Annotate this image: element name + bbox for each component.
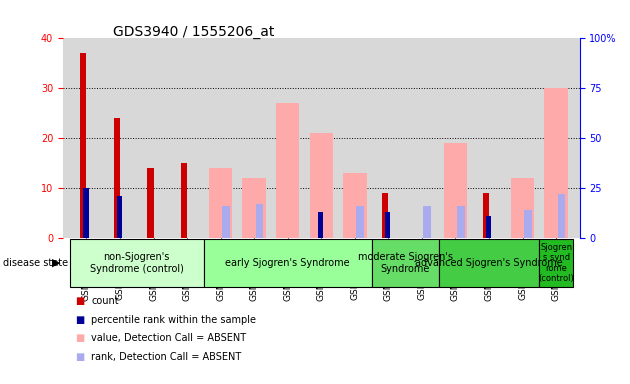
Text: ▶: ▶ <box>52 258 60 268</box>
Text: disease state: disease state <box>3 258 68 268</box>
FancyBboxPatch shape <box>438 239 539 287</box>
Text: moderate Sjogren's
Syndrome: moderate Sjogren's Syndrome <box>358 252 453 274</box>
Bar <box>486 216 491 238</box>
Bar <box>309 133 333 238</box>
Text: non-Sjogren's
Syndrome (control): non-Sjogren's Syndrome (control) <box>90 252 184 274</box>
Bar <box>113 118 120 238</box>
Text: value, Detection Call = ABSENT: value, Detection Call = ABSENT <box>91 333 246 343</box>
Bar <box>444 143 467 238</box>
Bar <box>209 168 232 238</box>
Bar <box>382 193 388 238</box>
Text: count: count <box>91 296 119 306</box>
Text: advanced Sjogren's Syndrome: advanced Sjogren's Syndrome <box>415 258 563 268</box>
Text: early Sjogren's Syndrome: early Sjogren's Syndrome <box>226 258 350 268</box>
FancyBboxPatch shape <box>70 239 204 287</box>
Text: GDS3940 / 1555206_at: GDS3940 / 1555206_at <box>113 25 275 39</box>
Bar <box>181 163 187 238</box>
Bar <box>483 193 489 238</box>
Bar <box>83 188 89 238</box>
Bar <box>558 194 565 238</box>
Bar <box>544 88 568 238</box>
Text: Sjogren
s synd
rome
(control): Sjogren s synd rome (control) <box>538 243 574 283</box>
Bar <box>256 204 263 238</box>
Bar <box>117 196 122 238</box>
FancyBboxPatch shape <box>204 239 372 287</box>
Bar <box>511 178 534 238</box>
Text: ■: ■ <box>76 296 85 306</box>
Bar <box>243 178 266 238</box>
Bar <box>357 206 364 238</box>
Bar <box>524 210 532 238</box>
Bar <box>80 53 86 238</box>
Bar <box>147 168 154 238</box>
Bar <box>457 206 464 238</box>
Bar <box>423 206 431 238</box>
Text: ■: ■ <box>76 333 85 343</box>
Bar <box>222 206 230 238</box>
Text: ■: ■ <box>76 352 85 362</box>
Bar <box>318 212 323 238</box>
Text: percentile rank within the sample: percentile rank within the sample <box>91 315 256 325</box>
FancyBboxPatch shape <box>539 239 573 287</box>
Bar <box>276 103 299 238</box>
Text: ■: ■ <box>76 315 85 325</box>
Bar <box>385 212 391 238</box>
FancyBboxPatch shape <box>372 239 438 287</box>
Bar <box>343 173 367 238</box>
Text: rank, Detection Call = ABSENT: rank, Detection Call = ABSENT <box>91 352 241 362</box>
